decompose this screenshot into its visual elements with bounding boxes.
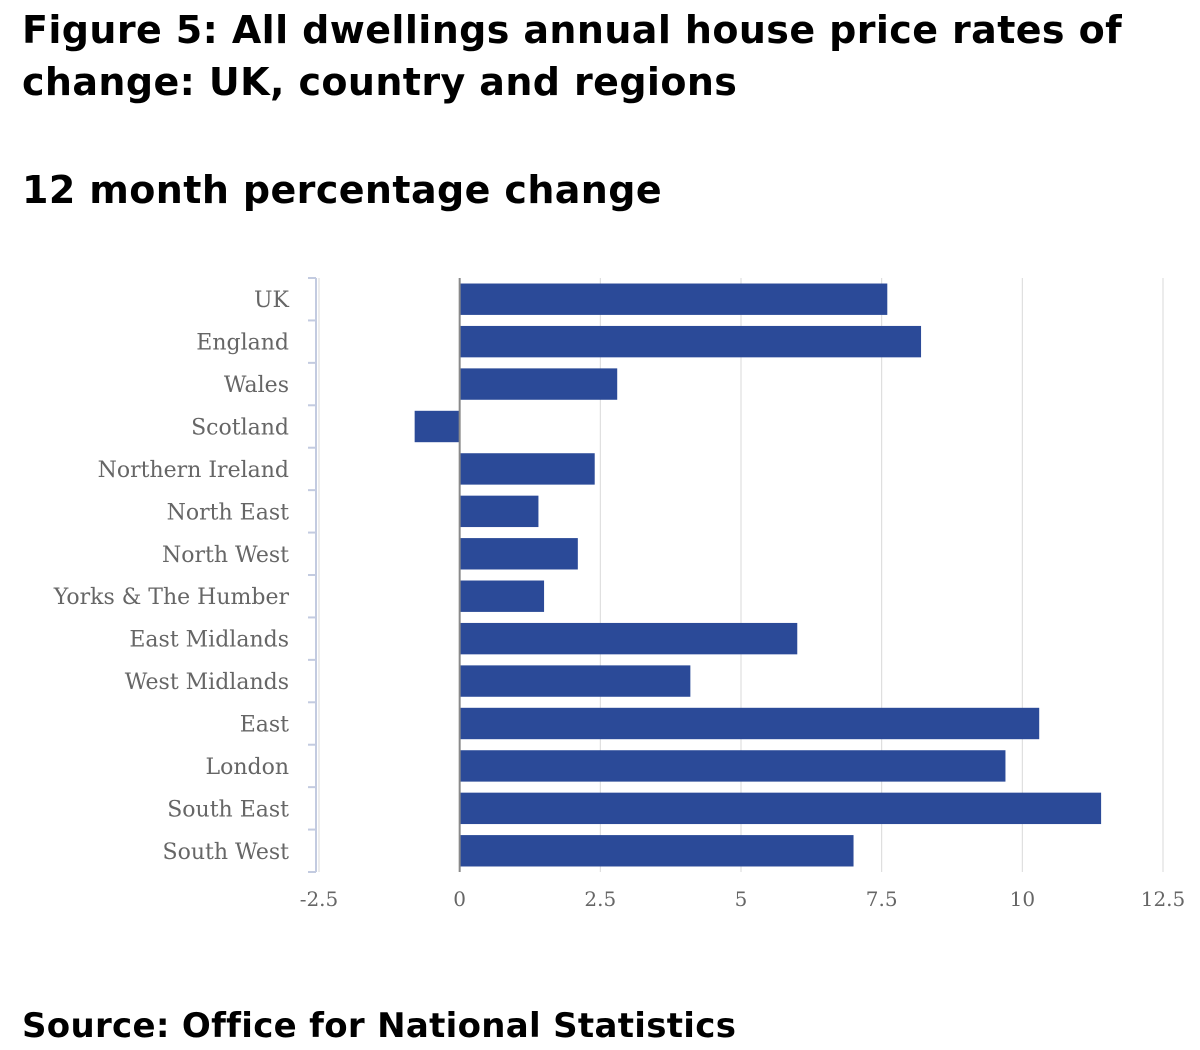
category-axis: [308, 277, 317, 873]
bars: [414, 283, 1102, 867]
category-label: East: [240, 713, 289, 738]
bar: [459, 495, 539, 528]
bar: [459, 538, 578, 570]
figure-title: Figure 5: All dwellings annual house pri…: [22, 8, 1123, 104]
category-labels: UK England Wales Scotland Northern Ireland No…: [53, 288, 290, 865]
x-tick-label: 7.5: [866, 887, 898, 911]
source-note: Source: Office for National Statistics: [22, 1006, 737, 1046]
category-label: East Midlands: [129, 628, 289, 653]
bar-chart: UK England Wales Scotland Northern Ireland No…: [53, 277, 1186, 911]
bar: [414, 410, 460, 443]
x-tick-labels: -2.5 0 2.5 5 7.5 10 12.5: [300, 887, 1186, 911]
category-label: West Midlands: [125, 670, 289, 695]
category-label: Wales: [224, 373, 289, 398]
bar: [459, 580, 545, 612]
category-label: Northern Ireland: [98, 458, 289, 483]
gridlines: [318, 278, 1164, 872]
bar: [459, 622, 798, 655]
category-label: North West: [162, 543, 289, 568]
x-tick-label: 12.5: [1141, 887, 1186, 911]
chart-subtitle: 12 month percentage change: [22, 168, 663, 212]
category-label: Scotland: [191, 416, 289, 441]
bar: [459, 325, 922, 358]
x-tick-label: 5: [735, 887, 748, 911]
x-tick-label: 10: [1010, 887, 1035, 911]
category-label: London: [205, 755, 289, 780]
bar: [459, 665, 691, 697]
x-tick-label: 2.5: [584, 887, 616, 911]
bar: [459, 835, 854, 867]
bar: [459, 792, 1102, 825]
bar: [459, 707, 1040, 740]
category-label: South West: [163, 840, 290, 865]
bar: [459, 750, 1006, 782]
category-label: UK: [254, 288, 290, 313]
x-tick-label: -2.5: [300, 887, 339, 911]
category-label: South East: [167, 797, 289, 822]
bar: [459, 368, 618, 400]
x-tick-label: 0: [453, 887, 466, 911]
bar: [459, 453, 595, 485]
bar: [459, 283, 888, 315]
category-label: Yorks & The Humber: [53, 585, 290, 610]
category-label: England: [196, 331, 289, 356]
category-label: North East: [167, 500, 289, 525]
